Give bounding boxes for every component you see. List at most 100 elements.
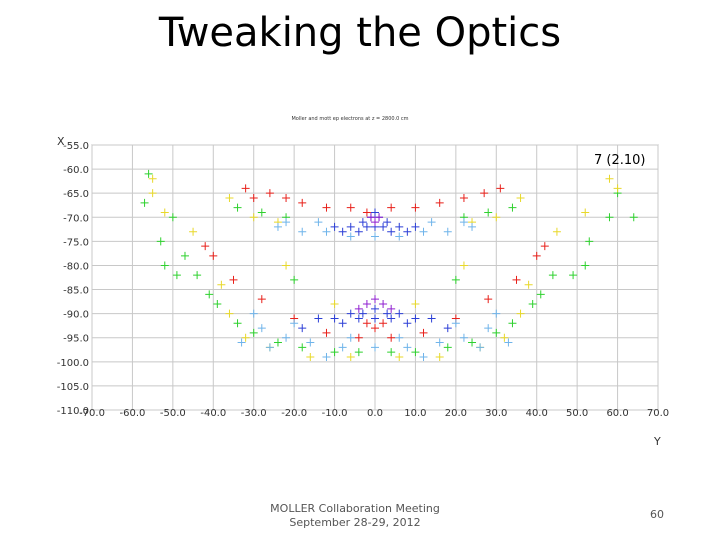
data-point-green [273,338,282,347]
data-point-blue [403,227,412,236]
y-tick-label: -65.0 [63,189,89,200]
data-point-blue [427,314,436,323]
data-point-blue [379,222,388,231]
data-point-cyan [322,353,331,361]
data-point-red [362,319,371,328]
data-point-red [459,194,468,202]
data-point-yellow [225,194,234,202]
data-point-red [419,328,428,337]
y-tick-label: -70.0 [63,213,89,224]
x-axis-label: Y [653,435,661,448]
data-point-cyan [492,309,501,318]
data-point-yellow [516,309,525,318]
data-point-green [213,300,222,308]
data-point-green [548,271,557,280]
data-point-yellow [581,208,590,217]
data-point-green [233,203,242,212]
data-point-green [443,343,452,352]
data-point-purple [362,300,371,308]
data-point-red [257,295,266,304]
data-point-green [144,169,153,178]
data-point-blue [411,222,420,231]
data-point-cyan [265,343,274,352]
data-point-red [322,203,331,212]
x-tick-label: -50.0 [160,408,186,419]
data-point-cyan [459,333,468,342]
data-point-purple [371,218,379,227]
x-tick-label: -40.0 [200,408,226,419]
data-point-cyan [346,333,355,342]
data-point-red [209,251,218,260]
footer-line-2: September 28-29, 2012 [289,516,421,529]
data-point-blue [395,309,404,318]
data-point-blue [354,227,363,236]
data-point-green [193,271,202,280]
y-tick-label: -60.0 [63,165,89,176]
y-tick-label: -110.0 [57,406,89,417]
data-point-red [379,319,388,328]
data-point-red [229,275,238,284]
data-point-blue [354,314,363,323]
data-point-cyan [249,309,258,318]
data-point-cyan [435,338,444,347]
data-point-red [480,189,489,198]
data-point-cyan [282,218,291,227]
data-point-red [241,184,250,193]
data-point-yellow [160,208,169,217]
data-point-blue [330,222,339,231]
data-point-yellow [346,353,355,361]
data-point-yellow [459,261,468,270]
data-point-red [387,333,396,342]
data-point-yellow [411,300,420,308]
x-tick-label: 70.0 [647,408,669,419]
data-point-red [512,275,521,284]
data-point-green [140,198,149,207]
data-point-green [180,251,189,260]
data-point-cyan [419,353,428,361]
data-point-yellow [524,280,533,289]
data-point-cyan [427,218,436,227]
data-point-yellow [189,227,198,236]
data-point-blue [371,314,379,323]
data-point-green [629,213,638,222]
data-point-blue [383,309,392,318]
data-point-cyan [371,343,379,352]
x-tick-label: -60.0 [119,408,145,419]
data-point-green [156,237,165,246]
data-point-yellow [605,174,614,183]
data-point-cyan [290,319,299,328]
data-point-green [508,319,517,328]
data-point-blue [387,227,396,236]
data-point-green [160,261,169,270]
data-point-cyan [395,232,404,241]
data-point-red [346,203,355,212]
data-point-yellow [552,227,561,236]
data-point-blue [443,324,452,333]
chart-title: Moller and mott ep electrons at z = 2800… [291,116,408,122]
data-point-blue [387,314,396,323]
data-point-blue [338,319,347,328]
data-point-cyan [484,324,493,333]
data-point-yellow [241,333,250,342]
data-point-green [492,328,501,337]
data-point-yellow [435,353,444,361]
data-point-red [322,328,331,337]
data-point-yellow [492,213,501,222]
data-point-cyan [298,227,307,236]
data-point-cyan [257,324,266,333]
data-point-cyan [282,333,291,342]
data-point-green [411,348,420,357]
data-point-red [201,242,210,251]
data-point-blue [383,218,392,227]
data-point-yellow [306,353,315,361]
x-tick-label: 10.0 [404,408,426,419]
page-number: 60 [650,508,664,521]
y-tick-label: -55.0 [63,141,89,152]
data-point-blue [403,319,412,328]
data-point-cyan [237,338,246,347]
y-tick-label: -85.0 [63,286,89,297]
data-point-yellow [282,261,291,270]
y-tick-label: -80.0 [63,261,89,272]
data-point-cyan [314,218,323,227]
y-tick-label: -105.0 [57,382,89,393]
